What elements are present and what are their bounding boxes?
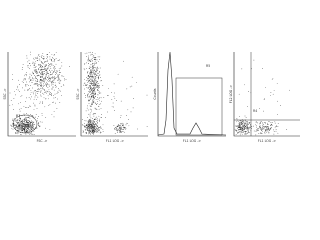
region-label: R1 xyxy=(16,114,20,118)
y-axis-label: Counts xyxy=(153,88,157,99)
y-axis-label: SSC -> xyxy=(3,88,7,99)
panel-4-axes xyxy=(233,52,300,137)
y-axis-label: SSC -> xyxy=(76,88,80,99)
panel-2-axes xyxy=(80,52,148,137)
histogram-line xyxy=(157,51,227,136)
panel-3-axes xyxy=(157,52,226,137)
y-axis-label: FL2 LOG -> xyxy=(229,85,233,103)
quadrant-lines xyxy=(234,52,300,136)
event-dots xyxy=(9,51,291,136)
region-label: R5 xyxy=(206,64,210,68)
x-axis-label: FL1 LOG -> xyxy=(258,139,276,143)
panel-1-axes xyxy=(7,52,76,137)
page: {"panels": [ {"region_label": "R1", "x_l… xyxy=(3,51,300,143)
gate-r1 xyxy=(12,114,38,134)
gate-r5 xyxy=(175,77,223,136)
x-axis-label: FSC -> xyxy=(37,139,48,143)
x-axis-label: FL1 LOG -> xyxy=(106,139,124,143)
figure: R1 FSC -> SSC -> FL1 LOG -> SSC -> R5 FL… xyxy=(3,51,300,143)
x-axis-label: FL1 LOG -> xyxy=(183,139,201,143)
region-label: R4 xyxy=(253,109,257,113)
